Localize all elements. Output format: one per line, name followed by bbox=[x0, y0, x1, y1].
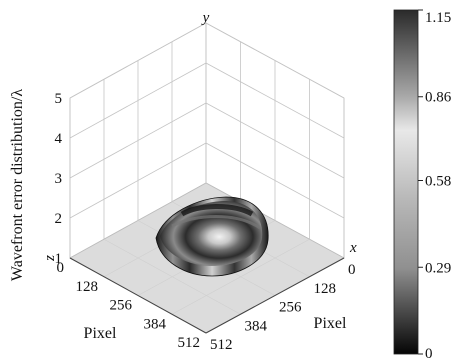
surface-band bbox=[171, 215, 261, 230]
x-tick-label: 128 bbox=[314, 281, 337, 297]
x-tick-label: 0 bbox=[348, 262, 356, 278]
z-tick-label: 4 bbox=[55, 131, 63, 147]
z-tick-label: 2 bbox=[55, 211, 63, 227]
z-tick-label: 1 bbox=[55, 251, 63, 267]
colorbar-ticks: 1.15 0.86 0.58 0.29 0 bbox=[418, 9, 452, 361]
wall-gridline bbox=[205, 22, 345, 99]
floor-gridline bbox=[171, 238, 310, 315]
y-tick-label: 384 bbox=[144, 316, 167, 332]
wall-gridline bbox=[69, 102, 207, 179]
wall-gridline bbox=[69, 142, 207, 219]
colorbar: 1.15 0.86 0.58 0.29 0 bbox=[393, 9, 452, 361]
y-tick-label: 128 bbox=[76, 279, 99, 295]
colorbar-tick-label: 1.15 bbox=[425, 10, 451, 26]
axis-edges bbox=[69, 257, 345, 334]
x-tick-label: 384 bbox=[245, 318, 268, 334]
colorbar-gradient bbox=[393, 9, 419, 355]
wall-gridline bbox=[69, 22, 207, 99]
x-tick-label: 256 bbox=[279, 300, 302, 316]
surface-band bbox=[180, 204, 254, 217]
wavefront-surface bbox=[155, 196, 269, 277]
y-tick-label: 256 bbox=[110, 298, 133, 314]
colorbar-tick-label: 0 bbox=[425, 346, 433, 361]
x-tick-label: 512 bbox=[210, 337, 233, 353]
wall-gridline bbox=[205, 62, 345, 139]
z-axis-name: z bbox=[42, 255, 58, 262]
y-axis-label: Pixel bbox=[84, 325, 117, 342]
colorbar-tick-label: 0.29 bbox=[425, 260, 451, 276]
x-axis-label: Pixel bbox=[314, 315, 347, 332]
wall-gridline bbox=[205, 102, 345, 179]
colorbar-tick-label: 0.58 bbox=[425, 174, 451, 190]
x-axis-name: x bbox=[349, 240, 357, 256]
wall-gridline bbox=[69, 62, 207, 139]
y-axis-ticks: 0 128 256 384 512 bbox=[57, 260, 201, 351]
z-tick-label: 5 bbox=[55, 91, 63, 107]
z-tick-label: 3 bbox=[55, 171, 63, 187]
colorbar-tick-label: 0.86 bbox=[425, 90, 452, 106]
x-axis-ticks: 0 128 256 384 512 bbox=[210, 262, 356, 353]
z-axis-label: Wavefront error distribution/λ bbox=[9, 89, 26, 281]
y-axis-name: y bbox=[201, 10, 210, 26]
y-tick-label: 0 bbox=[57, 260, 65, 276]
wall-gridline bbox=[205, 142, 345, 219]
y-tick-label: 512 bbox=[178, 335, 201, 351]
z-axis-ticks: 1 2 3 4 5 bbox=[55, 91, 63, 267]
